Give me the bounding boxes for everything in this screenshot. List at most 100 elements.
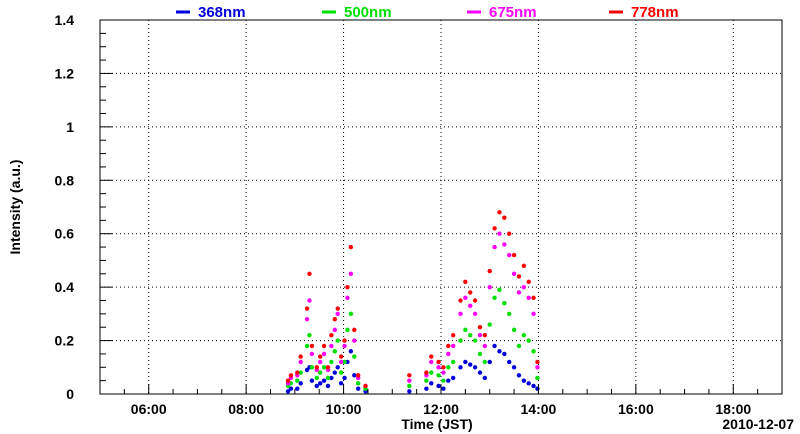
- data-point: [424, 378, 429, 383]
- data-point: [338, 354, 344, 359]
- data-point: [332, 370, 338, 375]
- data-point: [521, 333, 527, 338]
- y-axis-title: Intensity (a.u.): [7, 160, 23, 255]
- data-point: [497, 231, 502, 236]
- data-point: [487, 359, 492, 365]
- data-point: [482, 375, 488, 381]
- data-point: [487, 322, 492, 327]
- data-point: [472, 298, 478, 303]
- data-point: [446, 351, 451, 357]
- data-point: [507, 311, 512, 317]
- x-tick-label: 16:00: [618, 401, 654, 417]
- data-point: [338, 370, 344, 375]
- data-point: [348, 311, 354, 317]
- data-point: [288, 373, 294, 378]
- data-point: [463, 279, 468, 284]
- data-point: [507, 231, 512, 236]
- series-368nm: [285, 343, 540, 394]
- x-tick-label: 14:00: [521, 401, 557, 417]
- x-axis-title: Time (JST): [401, 416, 472, 432]
- x-tick-label: 12:00: [423, 401, 459, 417]
- data-point: [511, 365, 517, 370]
- data-point: [507, 359, 512, 365]
- data-point: [429, 370, 434, 375]
- data-point: [295, 378, 300, 383]
- data-point: [531, 383, 536, 389]
- data-point: [407, 389, 412, 394]
- data-point: [521, 263, 527, 268]
- data-point: [325, 375, 331, 381]
- data-point: [531, 349, 536, 354]
- data-point: [314, 375, 319, 381]
- data-point: [502, 300, 507, 306]
- data-point: [407, 378, 412, 383]
- legend-label: 500nm: [344, 4, 392, 21]
- data-point: [321, 365, 327, 370]
- data-point: [458, 338, 463, 343]
- data-point: [335, 311, 340, 317]
- data-point: [288, 386, 294, 391]
- data-point: [348, 244, 354, 250]
- data-point: [332, 349, 338, 354]
- data-point: [314, 365, 319, 370]
- data-point: [516, 373, 522, 378]
- data-point: [521, 378, 527, 383]
- data-point: [468, 290, 473, 295]
- data-point: [535, 386, 540, 391]
- legend-label: 368nm: [198, 4, 246, 21]
- data-point: [487, 284, 492, 290]
- data-point: [317, 370, 323, 375]
- y-tick-label: 0.8: [55, 172, 75, 188]
- data-point: [298, 359, 303, 365]
- data-point: [329, 343, 334, 349]
- legend-label: 675nm: [489, 4, 537, 21]
- data-point: [446, 343, 451, 349]
- data-point: [355, 373, 361, 378]
- data-point: [345, 295, 350, 301]
- data-point: [342, 343, 347, 349]
- data-point: [492, 343, 497, 349]
- data-point: [355, 381, 361, 386]
- y-tick-label: 1.2: [55, 65, 75, 81]
- data-point: [511, 252, 517, 258]
- data-point: [348, 271, 354, 276]
- data-points: [285, 210, 540, 394]
- data-point: [317, 359, 323, 365]
- legend-label: 778nm: [631, 4, 679, 21]
- data-point: [535, 375, 540, 381]
- data-point: [407, 373, 412, 378]
- data-point: [342, 359, 347, 365]
- data-point: [487, 268, 492, 274]
- data-point: [436, 359, 441, 365]
- data-point: [325, 365, 331, 370]
- data-point: [352, 327, 357, 333]
- data-point: [314, 383, 319, 389]
- data-point: [497, 287, 502, 293]
- data-point: [317, 381, 323, 386]
- y-tick-label: 1.4: [55, 12, 75, 28]
- data-point: [309, 378, 315, 383]
- data-point: [355, 386, 361, 391]
- data-point: [468, 303, 473, 309]
- data-point: [477, 333, 483, 338]
- data-point: [342, 338, 347, 343]
- data-point: [477, 351, 483, 357]
- data-point: [526, 381, 531, 386]
- data-point: [325, 383, 331, 389]
- data-point: [446, 365, 451, 370]
- data-point: [348, 349, 354, 354]
- data-point: [329, 375, 334, 381]
- data-point: [309, 343, 315, 349]
- data-point: [309, 365, 315, 370]
- x-tick-label: 06:00: [131, 401, 167, 417]
- data-point: [492, 295, 497, 301]
- data-point: [507, 252, 512, 258]
- data-point: [472, 338, 478, 343]
- data-point: [477, 325, 483, 330]
- data-point: [511, 327, 517, 333]
- data-point: [335, 365, 340, 370]
- data-point: [429, 354, 434, 359]
- data-point: [424, 370, 429, 375]
- data-point: [335, 338, 340, 343]
